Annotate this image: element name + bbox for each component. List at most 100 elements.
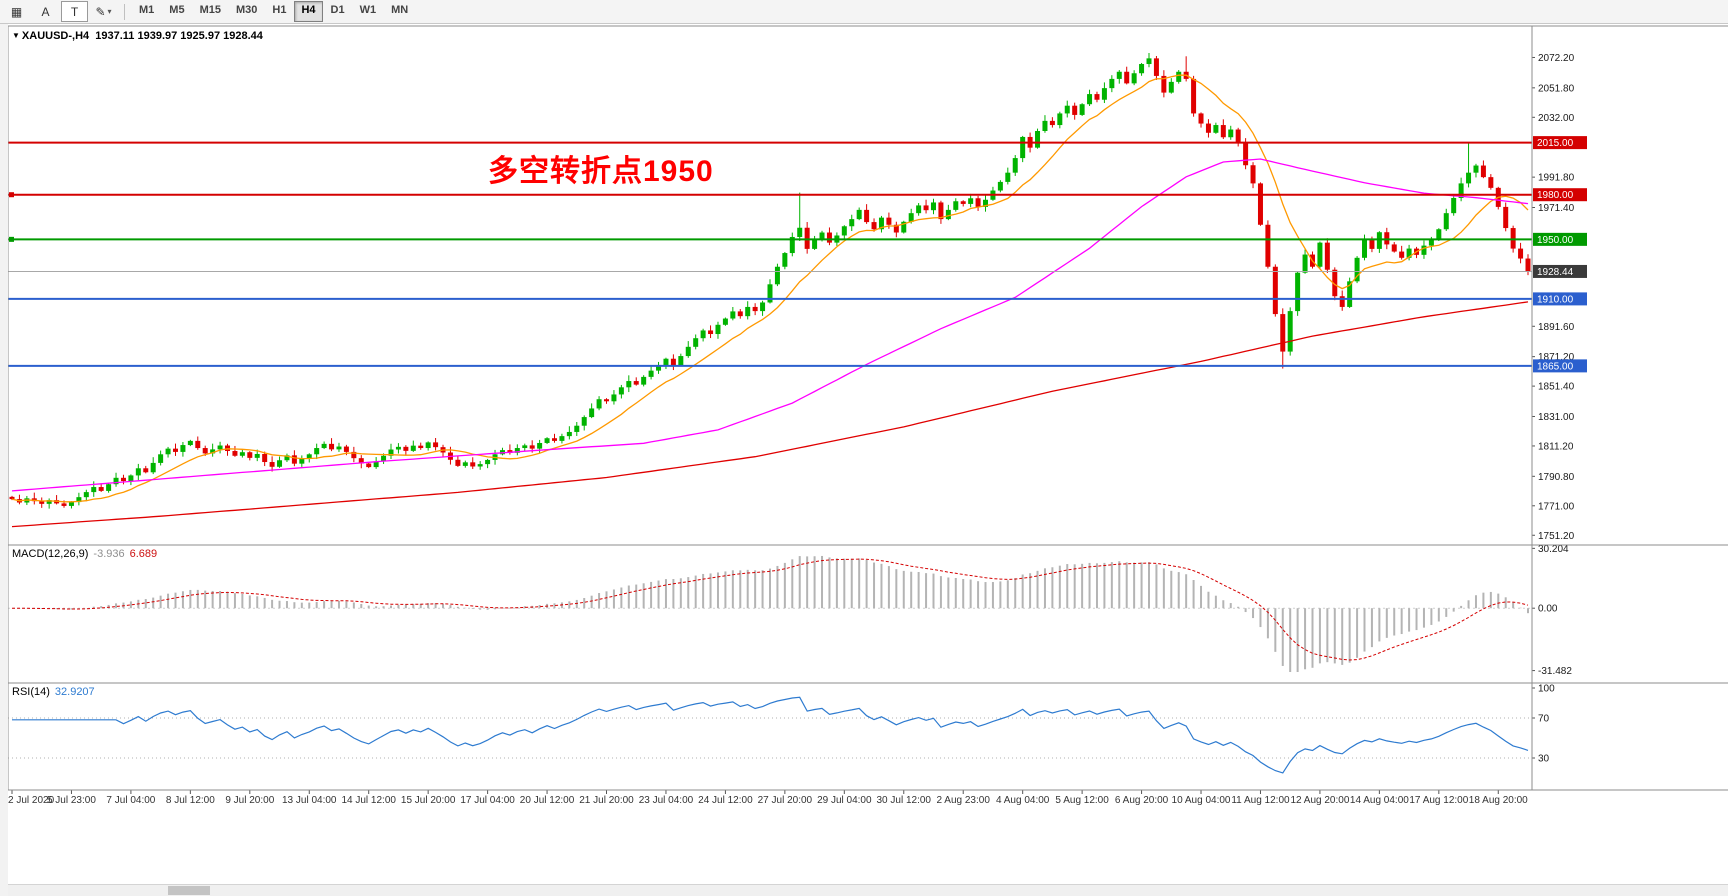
- rsi-header: RSI(14) 32.9207: [12, 686, 95, 698]
- svg-text:5 Aug 12:00: 5 Aug 12:00: [1055, 795, 1109, 806]
- svg-text:30: 30: [1538, 754, 1550, 765]
- svg-text:1891.60: 1891.60: [1538, 322, 1575, 333]
- svg-text:10 Aug 04:00: 10 Aug 04:00: [1172, 795, 1231, 806]
- rsi-line: [12, 696, 1529, 774]
- svg-text:5 Jul 23:00: 5 Jul 23:00: [47, 795, 96, 806]
- svg-text:1950.00: 1950.00: [1537, 235, 1574, 246]
- svg-text:2 Jul 2020: 2 Jul 2020: [8, 795, 55, 806]
- svg-text:1865.00: 1865.00: [1537, 361, 1574, 372]
- symbol-ohlc-text: XAUUSD-,H4 1937.11 1939.97 1925.97 1928.…: [21, 30, 263, 42]
- hline-1980.00[interactable]: [8, 192, 1532, 198]
- svg-text:1910.00: 1910.00: [1537, 294, 1574, 305]
- svg-text:6 Aug 20:00: 6 Aug 20:00: [1115, 795, 1169, 806]
- svg-text:17 Aug 12:00: 17 Aug 12:00: [1409, 795, 1468, 806]
- candlesticks: [9, 53, 1531, 509]
- draw-tool-button[interactable]: ✎ ▾: [90, 1, 117, 22]
- main-price-panel[interactable]: [8, 53, 1532, 528]
- svg-text:1851.40: 1851.40: [1538, 382, 1575, 393]
- svg-text:21 Jul 20:00: 21 Jul 20:00: [579, 795, 634, 806]
- svg-text:2032.00: 2032.00: [1538, 113, 1575, 124]
- svg-text:70: 70: [1538, 714, 1550, 725]
- svg-text:7 Jul 04:00: 7 Jul 04:00: [106, 795, 155, 806]
- svg-text:9 Jul 20:00: 9 Jul 20:00: [225, 795, 274, 806]
- price-badge: [1533, 264, 1587, 278]
- svg-text:1751.20: 1751.20: [1538, 531, 1575, 542]
- ma-mid-line: [11, 158, 1529, 492]
- svg-text:1790.80: 1790.80: [1538, 472, 1575, 483]
- macd-histogram: [18, 555, 1529, 673]
- macd-main-value: -3.936: [93, 548, 125, 560]
- svg-text:2072.20: 2072.20: [1538, 53, 1575, 64]
- svg-text:29 Jul 04:00: 29 Jul 04:00: [817, 795, 872, 806]
- svg-text:8 Jul 12:00: 8 Jul 12:00: [166, 795, 215, 806]
- svg-text:1991.80: 1991.80: [1538, 173, 1575, 184]
- price-badge: [1533, 292, 1587, 306]
- svg-text:0.00: 0.00: [1538, 604, 1558, 615]
- svg-text:2051.80: 2051.80: [1538, 83, 1575, 94]
- macd-panel[interactable]: [8, 555, 1532, 673]
- svg-text:11 Aug 12:00: 11 Aug 12:00: [1231, 795, 1290, 806]
- price-badge: [1533, 232, 1587, 246]
- font-tool-button[interactable]: A: [32, 1, 59, 22]
- rsi-title: RSI(14): [12, 686, 50, 698]
- timeframe-mn[interactable]: MN: [391, 4, 409, 16]
- rsi-panel[interactable]: [8, 696, 1532, 774]
- left-rail: [0, 24, 8, 896]
- svg-text:12 Aug 20:00: 12 Aug 20:00: [1290, 795, 1349, 806]
- pencil-icon: ✎: [95, 4, 106, 19]
- timeframe-h1[interactable]: H1: [272, 4, 287, 16]
- hline-1950.00[interactable]: [8, 236, 1532, 242]
- svg-text:-31.482: -31.482: [1538, 666, 1572, 677]
- svg-text:1811.20: 1811.20: [1538, 441, 1574, 452]
- chevron-down-icon: ▾: [107, 7, 112, 16]
- svg-text:1971.40: 1971.40: [1538, 203, 1575, 214]
- timeframe-d1[interactable]: D1: [330, 4, 345, 16]
- svg-text:17 Jul 04:00: 17 Jul 04:00: [460, 795, 515, 806]
- price-badge: [1533, 136, 1587, 150]
- svg-text:23 Jul 04:00: 23 Jul 04:00: [639, 795, 694, 806]
- price-badge: [1533, 359, 1587, 373]
- timeframe-m15[interactable]: M15: [199, 4, 221, 16]
- ma-fast-line: [11, 74, 1529, 503]
- timeframe-m5[interactable]: M5: [169, 4, 185, 16]
- horizontal-scrollbar[interactable]: [8, 884, 1728, 896]
- macd-signal-line: [11, 558, 1529, 661]
- panel-borders: [7, 25, 1728, 791]
- price-axis: 2072.20 2051.80 2032.00 1991.80 1971.40 1891.…: [1532, 53, 1587, 765]
- ma-slow-line: [11, 301, 1529, 528]
- chart-grid-icon[interactable]: ▦: [3, 1, 30, 22]
- scrollbar-thumb[interactable]: [168, 886, 210, 895]
- chart-annotation[interactable]: 多空转折点1950: [488, 155, 714, 188]
- svg-text:20 Jul 12:00: 20 Jul 12:00: [520, 795, 575, 806]
- svg-text:1980.00: 1980.00: [1537, 190, 1574, 201]
- svg-text:100: 100: [1538, 684, 1555, 695]
- macd-header: MACD(12,26,9) -3.936 6.689: [12, 548, 157, 560]
- timeframe-h4[interactable]: H4: [294, 1, 323, 22]
- grid-glyph: ▦: [10, 4, 23, 19]
- symbol-marker-icon: ▼: [12, 31, 20, 40]
- svg-text:30 Jul 12:00: 30 Jul 12:00: [877, 795, 932, 806]
- svg-text:15 Jul 20:00: 15 Jul 20:00: [401, 795, 456, 806]
- svg-text:30.204: 30.204: [1538, 544, 1569, 555]
- price-badge: [1533, 188, 1587, 202]
- macd-title: MACD(12,26,9): [12, 548, 89, 560]
- svg-text:1871.20: 1871.20: [1538, 352, 1575, 363]
- timeframe-m1[interactable]: M1: [139, 4, 155, 16]
- svg-text:13 Jul 04:00: 13 Jul 04:00: [282, 795, 337, 806]
- svg-text:27 Jul 20:00: 27 Jul 20:00: [758, 795, 813, 806]
- svg-text:18 Aug 20:00: 18 Aug 20:00: [1469, 795, 1528, 806]
- svg-text:1771.00: 1771.00: [1538, 501, 1575, 512]
- toolbar-separator: [124, 3, 125, 20]
- svg-text:14 Jul 12:00: 14 Jul 12:00: [341, 795, 396, 806]
- timeframe-w1[interactable]: W1: [359, 4, 377, 16]
- svg-text:2015.00: 2015.00: [1537, 138, 1574, 149]
- top-toolbar: ▦ A T ✎ ▾ M1 M5 M15 M30 H1 H4 D1 W1 MN: [0, 0, 1728, 24]
- svg-text:24 Jul 12:00: 24 Jul 12:00: [698, 795, 753, 806]
- text-tool-glyph: T: [70, 4, 79, 19]
- svg-text:2 Aug 23:00: 2 Aug 23:00: [937, 795, 991, 806]
- text-tool-button[interactable]: T: [61, 1, 88, 22]
- svg-text:4 Aug 04:00: 4 Aug 04:00: [996, 795, 1050, 806]
- timeframe-m30[interactable]: M30: [235, 4, 258, 16]
